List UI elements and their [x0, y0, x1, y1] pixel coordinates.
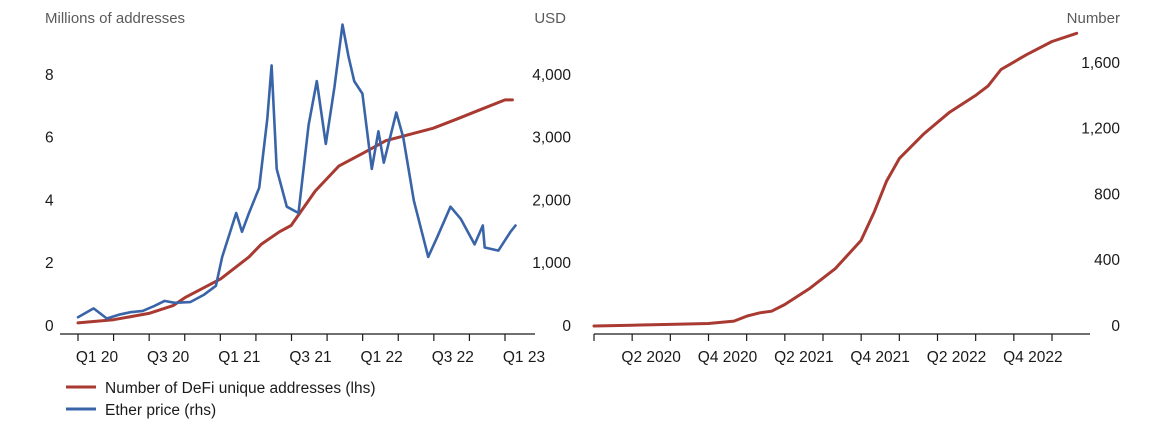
left-y-tick-label: 8: [45, 67, 54, 84]
right-panel-y-tick-label: 400: [1094, 252, 1120, 269]
right-panel-y-tick-label: 800: [1094, 186, 1120, 203]
left-y-tick-label: 0: [45, 318, 54, 335]
right-panel-y-tick-labels: 0 400 800 1,200 1,600: [1081, 55, 1120, 335]
right-y-tick-label: 3,000: [532, 130, 571, 147]
right-x-tick-label: Q2 2021: [774, 349, 833, 366]
left-x-tick-label: Q1 21: [218, 349, 260, 366]
left-y-tick-label: 6: [45, 130, 54, 147]
left-x-tick-label: Q1 20: [76, 349, 119, 366]
left-y-tick-label: 2: [45, 255, 54, 272]
left-x-tick-label: Q1 22: [361, 349, 403, 366]
right-y-tick-label: 1,000: [532, 255, 571, 272]
left-x-tick-label: Q3 21: [289, 349, 331, 366]
legend: Number of DeFi unique addresses (lhs) Et…: [66, 380, 376, 419]
left-x-tick-label: Q3 22: [432, 349, 474, 366]
legend-item-defi-addresses: Number of DeFi unique addresses (lhs): [66, 380, 376, 397]
defi-addresses-line: [76, 98, 514, 325]
legend-label-defi-addresses: Number of DeFi unique addresses (lhs): [105, 380, 376, 397]
right-x-tick-label: Q2 2022: [927, 349, 986, 366]
right-x-tick-label: Q4 2020: [698, 349, 758, 366]
right-panel-y-tick-label: 1,200: [1081, 121, 1120, 138]
right-x-tick-label: Q4 2022: [1003, 349, 1062, 366]
left-y-axis-title: Millions of addresses: [45, 10, 185, 27]
right-y-tick-label: 2,000: [532, 192, 571, 209]
right-x-ticks: Q2 2020 Q4 2020 Q2 2021 Q4 2021 Q2 2022 Q4 20…: [593, 334, 1063, 366]
right-x-tick-label: Q4 2021: [850, 349, 909, 366]
legend-label-ether-price: Ether price (rhs): [105, 402, 216, 419]
right-panel-y-tick-label: 1,600: [1081, 55, 1120, 72]
right-series-lines: [592, 31, 1079, 328]
right-y-tick-label: 0: [562, 318, 571, 335]
ether-price-line: [76, 23, 517, 320]
left-x-tick-label: Q3 20: [147, 349, 190, 366]
right-panel-y-axis-title: Number: [1067, 10, 1120, 27]
right-panel-y-tick-label: 0: [1111, 318, 1120, 335]
right-y-tick-label: 4,000: [532, 67, 571, 84]
right-y-axis-title: USD: [534, 10, 566, 27]
left-series-lines: [76, 23, 517, 325]
right-y-tick-labels: 0 1,000 2,000 3,000 4,000: [532, 67, 571, 335]
left-y-tick-labels: 0 2 4 6 8: [45, 67, 54, 335]
legend-item-ether-price: Ether price (rhs): [66, 402, 216, 419]
right-panel-series-line: [592, 31, 1079, 328]
right-x-tick-label: Q2 2020: [621, 349, 681, 366]
left-y-tick-label: 4: [45, 192, 54, 209]
left-chart-panel: Millions of addresses USD 0 2 4 6 8 0 1,000 2,…: [45, 10, 571, 366]
left-x-tick-label: Q1 23: [503, 349, 545, 366]
left-x-ticks: Q1 20 Q3 20 Q1 21 Q3 21 Q1 22 Q3 22 Q1 23: [76, 334, 545, 366]
